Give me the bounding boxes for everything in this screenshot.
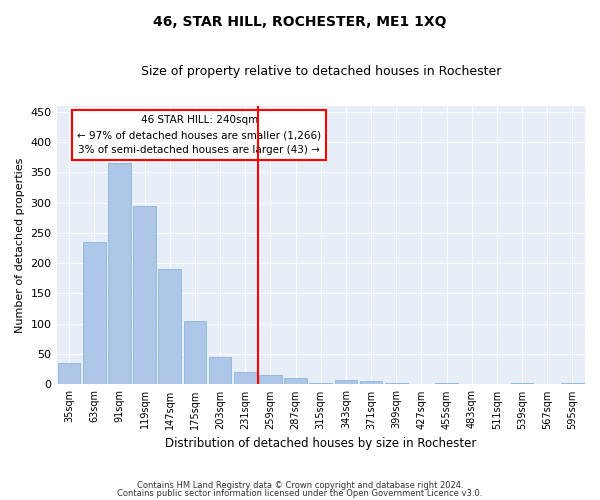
Bar xyxy=(158,269,181,384)
Bar xyxy=(284,378,307,384)
Text: 46 STAR HILL: 240sqm
← 97% of detached houses are smaller (1,266)
3% of semi-det: 46 STAR HILL: 240sqm ← 97% of detached h… xyxy=(77,116,321,155)
Bar xyxy=(108,163,131,384)
Text: 46, STAR HILL, ROCHESTER, ME1 1XQ: 46, STAR HILL, ROCHESTER, ME1 1XQ xyxy=(153,15,447,29)
Bar xyxy=(511,383,533,384)
Title: Size of property relative to detached houses in Rochester: Size of property relative to detached ho… xyxy=(140,65,501,78)
Text: Contains HM Land Registry data © Crown copyright and database right 2024.: Contains HM Land Registry data © Crown c… xyxy=(137,481,463,490)
X-axis label: Distribution of detached houses by size in Rochester: Distribution of detached houses by size … xyxy=(165,437,476,450)
Text: Contains public sector information licensed under the Open Government Licence v3: Contains public sector information licen… xyxy=(118,488,482,498)
Bar xyxy=(58,363,80,384)
Bar xyxy=(83,242,106,384)
Bar xyxy=(335,380,357,384)
Bar xyxy=(310,383,332,384)
Bar xyxy=(360,382,382,384)
Y-axis label: Number of detached properties: Number of detached properties xyxy=(15,158,25,332)
Bar xyxy=(435,383,458,384)
Bar xyxy=(184,321,206,384)
Bar xyxy=(133,206,156,384)
Bar xyxy=(259,376,282,384)
Bar xyxy=(561,383,584,384)
Bar xyxy=(385,383,407,384)
Bar xyxy=(209,357,232,384)
Bar xyxy=(234,372,257,384)
